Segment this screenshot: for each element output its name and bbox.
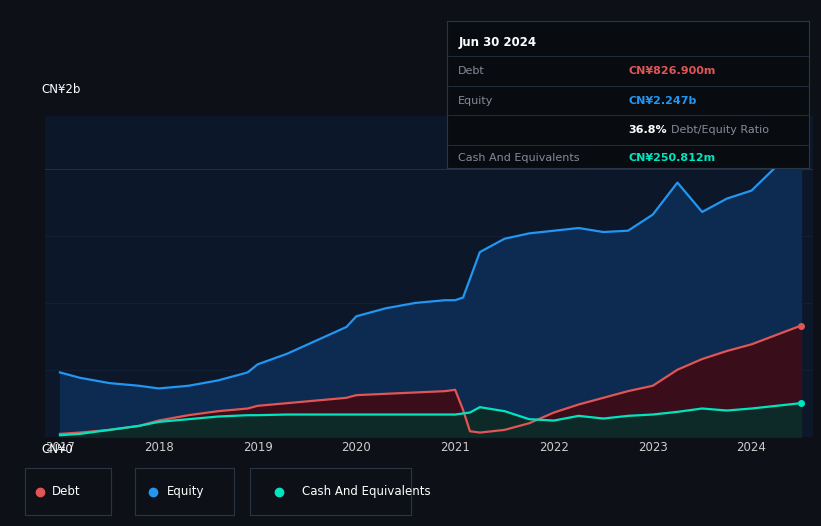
Text: Debt: Debt bbox=[458, 66, 485, 76]
Text: CN¥0: CN¥0 bbox=[41, 443, 73, 456]
Text: Cash And Equivalents: Cash And Equivalents bbox=[301, 485, 430, 498]
Text: Jun 30 2024: Jun 30 2024 bbox=[458, 36, 536, 49]
Text: 36.8%: 36.8% bbox=[628, 125, 667, 135]
Text: CN¥2b: CN¥2b bbox=[41, 84, 80, 96]
Text: Debt/Equity Ratio: Debt/Equity Ratio bbox=[672, 125, 769, 135]
Text: CN¥250.812m: CN¥250.812m bbox=[628, 153, 715, 163]
Text: Debt: Debt bbox=[53, 485, 80, 498]
Text: CN¥2.247b: CN¥2.247b bbox=[628, 96, 696, 106]
Text: CN¥826.900m: CN¥826.900m bbox=[628, 66, 715, 76]
Text: Cash And Equivalents: Cash And Equivalents bbox=[458, 153, 580, 163]
Text: Equity: Equity bbox=[458, 96, 493, 106]
Text: Equity: Equity bbox=[167, 485, 204, 498]
